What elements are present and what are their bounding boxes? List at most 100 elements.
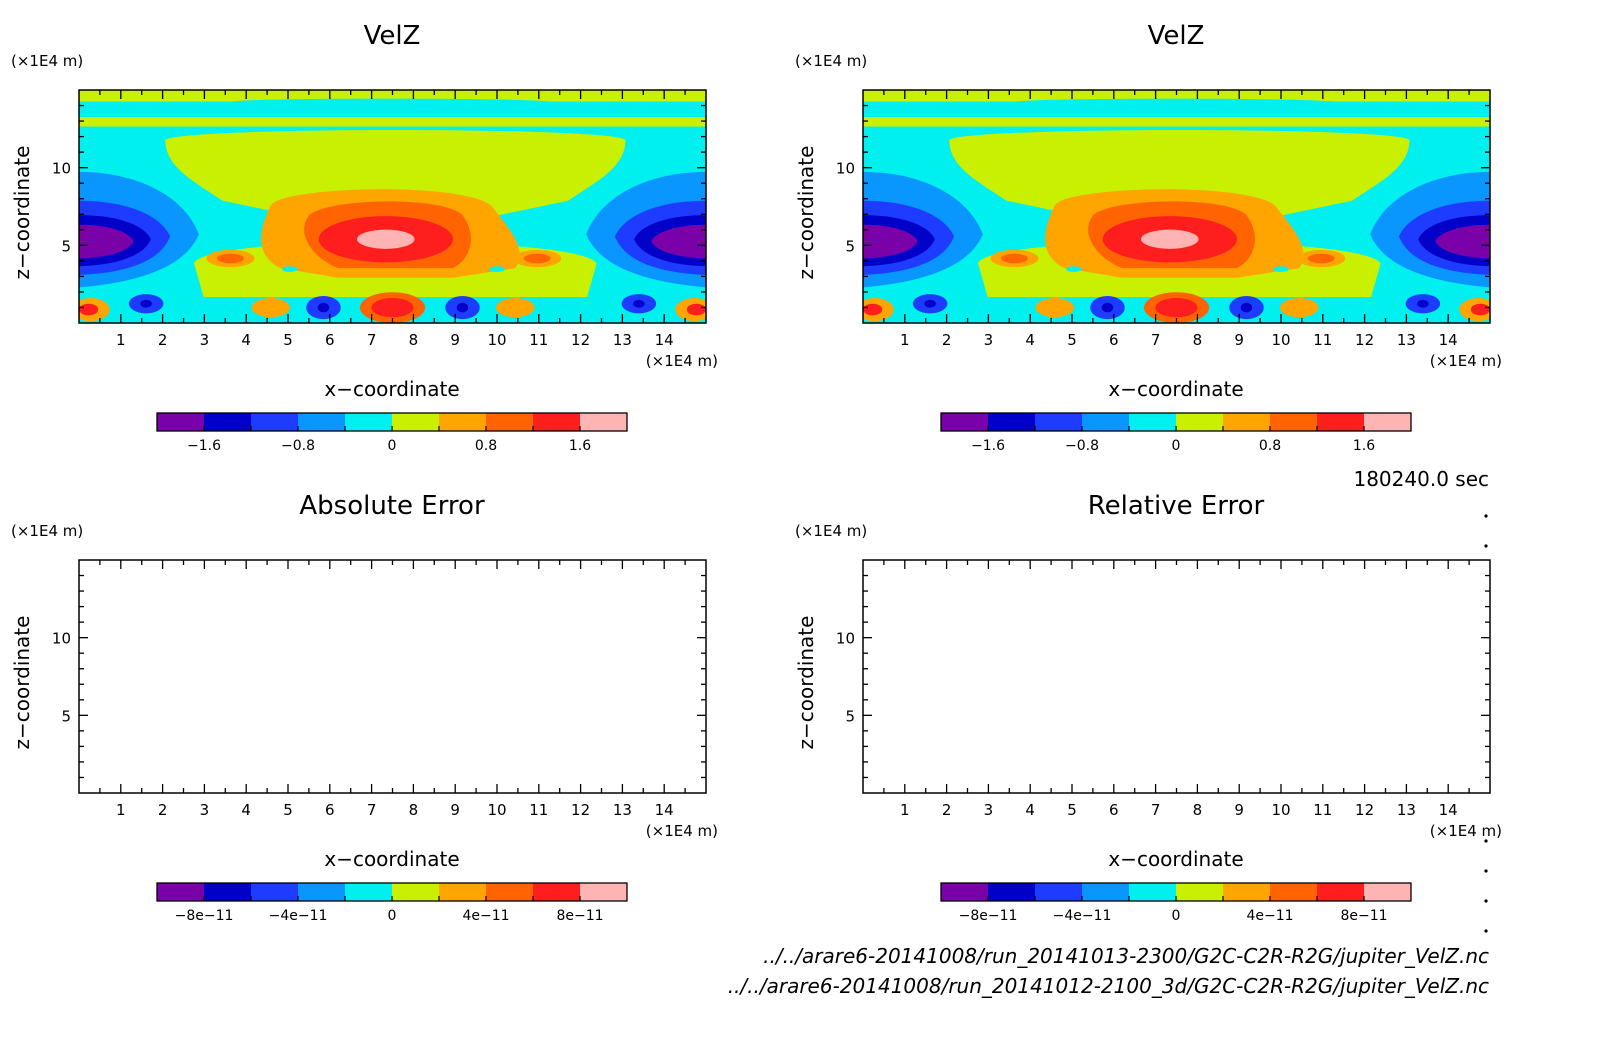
colorbar-swatch <box>1364 413 1412 431</box>
x-tick-label: 3 <box>984 331 994 349</box>
x-tick-label: 4 <box>1025 331 1035 349</box>
x-axis-label: x−coordinate <box>1108 847 1243 871</box>
colorbar-tick-label: −0.8 <box>281 438 315 454</box>
marker-dot <box>1484 869 1488 873</box>
colorbar-swatch <box>1317 413 1365 431</box>
x-tick-label: 1 <box>116 801 126 819</box>
colorbar-swatch <box>157 883 205 901</box>
x-tick-label: 9 <box>1234 801 1244 819</box>
colorbar: −1.6 −0.8 0 0.8 1.6 <box>940 412 1412 454</box>
colorbar-swatch <box>204 883 252 901</box>
colorbar-swatch <box>941 413 989 431</box>
z-tick-label: 10 <box>836 630 855 648</box>
x-tick-label: 3 <box>984 801 994 819</box>
x-tick-label: 11 <box>1313 801 1332 819</box>
x-tick-label: 13 <box>1397 801 1416 819</box>
colorbar: −1.6 −0.8 0 0.8 1.6 <box>156 412 628 454</box>
x-tick-label: 9 <box>1234 331 1244 349</box>
colorbar-swatch <box>439 413 487 431</box>
contour-field <box>79 90 707 323</box>
x-tick-label: 7 <box>1151 801 1161 819</box>
x-tick-label: 2 <box>158 331 168 349</box>
x-tick-label: 14 <box>1439 331 1458 349</box>
x-unit-label: (×1E4 m) <box>1430 822 1502 840</box>
colorbar-swatch <box>1223 413 1271 431</box>
x-tick-label: 1 <box>900 801 910 819</box>
x-tick-label: 8 <box>409 801 419 819</box>
z-tick-label: 10 <box>836 160 855 178</box>
y-unit-label: (×1E4 m) <box>795 52 867 70</box>
colorbar-tick-label: 1.6 <box>569 438 591 454</box>
x-tick-label: 10 <box>487 801 506 819</box>
colorbar-swatch <box>345 883 393 901</box>
colorbar-swatch <box>1270 413 1318 431</box>
colorbar-tick-label: 0.8 <box>475 438 497 454</box>
x-unit-label: (×1E4 m) <box>646 822 718 840</box>
colorbar-swatch <box>1270 883 1318 901</box>
x-tick-label: 11 <box>1313 331 1332 349</box>
x-tick-label: 7 <box>367 331 377 349</box>
colorbar-swatch <box>392 883 440 901</box>
colorbar-tick-label: 4e−11 <box>462 908 509 924</box>
colorbar-swatch <box>1176 883 1224 901</box>
colorbar-swatch <box>1035 883 1083 901</box>
x-tick-label: 9 <box>450 331 460 349</box>
colorbar-tick-label: 0 <box>1172 908 1181 924</box>
x-tick-label: 7 <box>1151 331 1161 349</box>
panel-2: VelZ (×1E4 m) <box>794 21 1502 454</box>
x-tick-label: 10 <box>1271 801 1290 819</box>
panel-1: VelZ (×1E4 m) <box>10 21 718 454</box>
y-axis-label: z−coordinate <box>10 146 34 280</box>
x-tick-label: 14 <box>1439 801 1458 819</box>
colorbar-swatch <box>204 413 252 431</box>
x-tick-label: 6 <box>1109 801 1119 819</box>
marker-dot <box>1484 839 1488 843</box>
x-tick-label: 4 <box>1025 801 1035 819</box>
y-unit-label: (×1E4 m) <box>11 52 83 70</box>
y-axis-label: z−coordinate <box>794 616 818 750</box>
colorbar-swatch <box>580 413 628 431</box>
plot-frame <box>78 559 707 794</box>
colorbar-swatch <box>1129 883 1177 901</box>
x-tick-label: 14 <box>655 801 674 819</box>
x-tick-label: 4 <box>241 331 251 349</box>
colorbar-swatch <box>251 883 299 901</box>
x-tick-label: 5 <box>1067 331 1077 349</box>
x-tick-label: 5 <box>283 331 293 349</box>
colorbar-swatch <box>533 883 581 901</box>
colorbar-tick-label: 0 <box>388 438 397 454</box>
colorbar-swatch <box>345 413 393 431</box>
colorbar-swatch <box>533 413 581 431</box>
colorbar-swatch <box>298 413 346 431</box>
panel-title: Relative Error <box>1088 491 1265 521</box>
plot-frame <box>862 559 1491 794</box>
x-tick-label: 6 <box>325 331 335 349</box>
x-tick-label: 6 <box>325 801 335 819</box>
x-tick-label: 12 <box>571 801 590 819</box>
colorbar-tick-label: 8e−11 <box>1340 908 1387 924</box>
colorbar: −8e−11 −4e−11 0 4e−11 8e−11 <box>156 882 628 924</box>
panel-title: VelZ <box>364 21 421 51</box>
footer-path-2: ../../arare6-20141008/run_20141012-2100_… <box>728 974 1489 998</box>
time-label: 180240.0 sec <box>1353 467 1489 491</box>
x-axis-label: x−coordinate <box>1108 377 1243 401</box>
z-tick-label: 10 <box>52 160 71 178</box>
colorbar-swatch <box>988 883 1036 901</box>
panel-title: Absolute Error <box>299 491 485 521</box>
colorbar-swatch <box>157 413 205 431</box>
y-axis-label: z−coordinate <box>10 616 34 750</box>
x-tick-label: 8 <box>1193 801 1203 819</box>
colorbar-tick-label: 0 <box>388 908 397 924</box>
colorbar-swatch <box>486 883 534 901</box>
z-tick-label: 5 <box>61 707 71 725</box>
colorbar-swatch <box>1317 883 1365 901</box>
x-tick-label: 1 <box>116 331 126 349</box>
colorbar-tick-label: −1.6 <box>971 438 1005 454</box>
colorbar-swatch <box>1223 883 1271 901</box>
colorbar-tick-label: −8e−11 <box>175 908 234 924</box>
x-unit-label: (×1E4 m) <box>646 352 718 370</box>
x-tick-label: 8 <box>409 331 419 349</box>
colorbar-tick-label: −1.6 <box>187 438 221 454</box>
colorbar-swatch <box>1082 413 1130 431</box>
